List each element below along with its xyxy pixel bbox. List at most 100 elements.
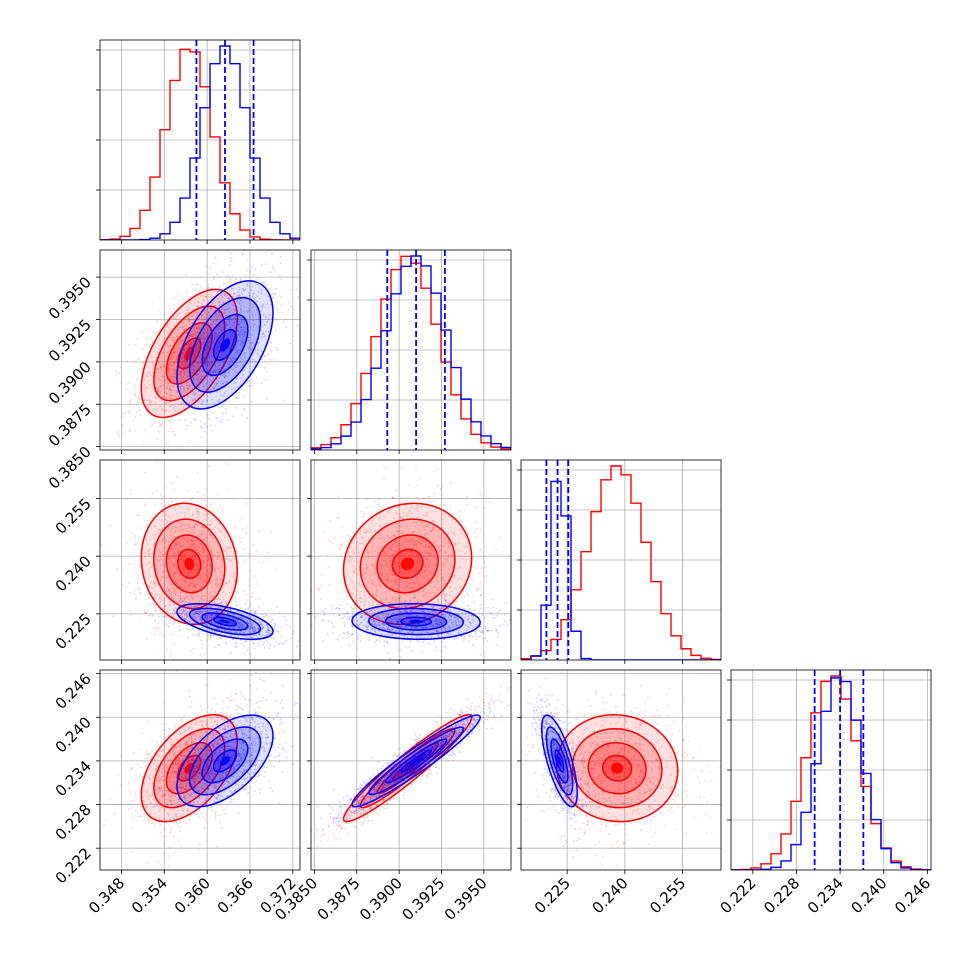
scatter-point: [172, 372, 175, 374]
scatter-point: [223, 392, 226, 395]
scatter-point: [172, 341, 175, 344]
scatter-point: [118, 434, 121, 437]
scatter-point: [173, 323, 176, 326]
scatter-point: [192, 315, 195, 317]
scatter-point: [180, 387, 182, 390]
scatter-point: [194, 284, 196, 287]
scatter-point: [216, 390, 218, 393]
scatter-point: [262, 643, 265, 646]
scatter-point: [235, 366, 238, 369]
scatter-point: [219, 598, 222, 601]
scatter-point: [182, 326, 184, 329]
scatter-point: [206, 536, 209, 539]
scatter-point: [175, 476, 178, 478]
scatter-point: [187, 636, 190, 639]
scatter-point: [238, 331, 241, 334]
scatter-point: [296, 645, 299, 648]
scatter-point: [100, 544, 103, 546]
scatter-point: [351, 613, 354, 615]
scatter-point: [188, 343, 190, 346]
scatter-point: [228, 598, 231, 601]
scatter-point: [218, 304, 221, 307]
scatter-point: [182, 348, 185, 351]
panel-grid: [100, 250, 300, 450]
scatter-point: [171, 590, 173, 593]
scatter-point: [183, 366, 185, 369]
scatter-point: [198, 345, 201, 348]
scatter-point: [201, 549, 204, 551]
scatter-point: [256, 300, 258, 303]
scatter-point: [220, 310, 223, 312]
scatter-point: [200, 402, 203, 405]
scatter-point: [167, 326, 170, 329]
scatter-point: [276, 606, 279, 609]
scatter-point: [238, 361, 241, 364]
scatter-point: [239, 339, 242, 342]
scatter-point: [186, 371, 189, 374]
scatter-point: [125, 586, 128, 589]
scatter-point: [192, 364, 195, 367]
scatter-point: [208, 558, 210, 561]
scatter-point: [215, 362, 217, 365]
scatter-point: [218, 285, 221, 288]
scatter-point: [241, 358, 244, 361]
scatter-point: [185, 363, 188, 366]
scatter-point: [240, 326, 243, 329]
scatter-point: [480, 568, 483, 571]
scatter-point: [208, 362, 211, 365]
scatter-point: [215, 377, 218, 380]
scatter-point: [243, 352, 246, 354]
scatter-point: [208, 534, 211, 536]
scatter-point: [305, 583, 307, 585]
scatter-point: [209, 634, 212, 637]
scatter-point: [218, 554, 221, 557]
scatter-point: [251, 342, 254, 344]
scatter-point: [225, 308, 228, 311]
scatter-point: [139, 569, 142, 572]
scatter-point: [201, 370, 204, 372]
scatter-point: [222, 395, 225, 397]
scatter-point: [159, 385, 162, 387]
scatter-point: [203, 357, 205, 360]
scatter-point: [354, 599, 357, 602]
scatter-point: [484, 616, 486, 619]
scatter-point: [174, 541, 177, 544]
scatter-point: [187, 359, 190, 361]
scatter-point: [398, 596, 401, 599]
scatter-point: [200, 403, 202, 406]
scatter-point: [180, 374, 182, 377]
scatter-point: [195, 523, 198, 526]
scatter-point: [266, 321, 269, 323]
scatter-point: [209, 386, 212, 389]
scatter-point: [179, 371, 182, 374]
scatter-point: [204, 353, 207, 356]
scatter-point: [153, 581, 155, 584]
scatter-point: [252, 319, 255, 322]
scatter-point: [217, 493, 220, 496]
scatter-point: [229, 581, 231, 583]
scatter-point: [225, 374, 227, 377]
scatter-point: [165, 325, 168, 328]
scatter-point: [182, 545, 184, 548]
scatter-point: [265, 639, 268, 642]
scatter-point: [266, 320, 269, 323]
scatter-point: [326, 632, 329, 635]
scatter-point: [210, 362, 213, 364]
scatter-point: [197, 563, 200, 566]
scatter-point: [187, 355, 190, 358]
scatter-point: [226, 348, 229, 351]
scatter-point: [183, 598, 186, 601]
scatter-point: [151, 492, 154, 495]
scatter-point: [194, 593, 197, 595]
scatter-point: [220, 421, 223, 424]
scatter-point: [240, 253, 243, 256]
scatter-point: [231, 304, 234, 307]
scatter-point: [239, 278, 242, 281]
scatter-point: [160, 353, 162, 356]
scatter-point: [222, 598, 225, 601]
scatter-point: [238, 323, 240, 326]
scatter-point: [171, 375, 173, 377]
scatter-point: [160, 356, 163, 359]
scatter-point: [182, 396, 185, 399]
scatter-point: [169, 329, 171, 331]
